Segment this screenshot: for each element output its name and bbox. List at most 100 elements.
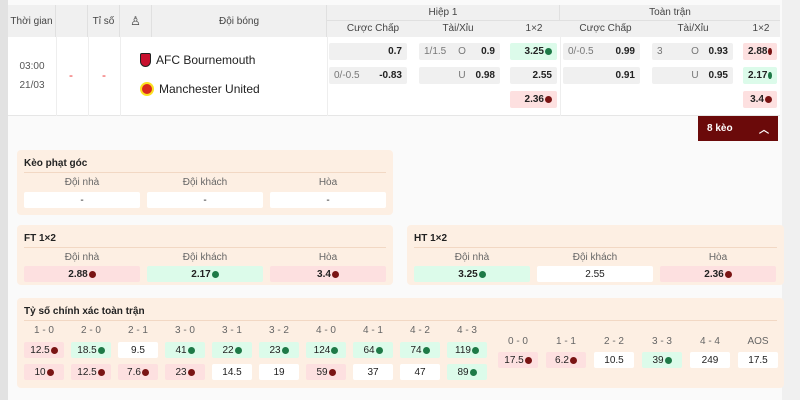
trend-up-icon: [331, 346, 339, 354]
odds-value: 119: [455, 344, 471, 356]
ft_ou-cell[interactable]: U 0.95: [652, 67, 733, 84]
score-odds-cell[interactable]: 23: [259, 342, 299, 358]
trend-down-icon: [768, 48, 772, 55]
h1_ou-cell[interactable]: U 0.98: [419, 67, 500, 84]
score-odds-cell[interactable]: 59: [306, 364, 346, 380]
odds-cell[interactable]: -: [24, 192, 140, 208]
score-odds-cell[interactable]: 23: [165, 364, 205, 380]
odds-cell[interactable]: 2.36: [660, 266, 776, 282]
ft_ou-cell[interactable]: 3 O 0.93: [652, 43, 733, 60]
score-odds-cell[interactable]: 41: [165, 342, 205, 358]
odds-value: 0.9: [481, 46, 495, 57]
score-odds-cell[interactable]: 74: [400, 342, 440, 358]
trend-up-icon: [664, 356, 672, 364]
score-odds-cell[interactable]: 17.5: [498, 352, 538, 368]
odds-value: 12.5: [77, 366, 97, 378]
odds-value: 0.93: [708, 46, 728, 57]
score-label: 1 - 0: [33, 325, 54, 336]
odds-value: -0.83: [379, 70, 402, 81]
odds-value: 89: [457, 366, 469, 378]
trend-down-icon: [545, 96, 552, 103]
score-odds-cell[interactable]: 249: [690, 352, 730, 368]
col-time: Thời gian: [8, 5, 56, 37]
odds-value: 23: [269, 344, 281, 356]
odds-value: 18.5: [77, 344, 97, 356]
odds-cell[interactable]: -: [270, 192, 386, 208]
ft_1x2-cell[interactable]: 2.17: [743, 67, 777, 84]
odds-cell[interactable]: 2.88: [24, 266, 140, 282]
trend-down-icon: [724, 270, 732, 278]
h1_hdp-cell[interactable]: 0.7: [329, 43, 407, 60]
trend-up-icon: [281, 346, 289, 354]
score-odds-cell[interactable]: 19: [259, 364, 299, 380]
score-odds-cell[interactable]: 18.5: [71, 342, 111, 358]
score-label: 2 - 1: [127, 325, 148, 336]
score-odds-cell[interactable]: 9.5: [118, 342, 158, 358]
odds-value: 2.88: [68, 268, 88, 280]
score-odds-cell[interactable]: 89: [447, 364, 487, 380]
trend-up-icon: [545, 48, 552, 55]
odds-value: 3.25: [524, 46, 544, 57]
ft-1x2-header: 1×2: [752, 23, 770, 34]
score-odds-cell[interactable]: 64: [353, 342, 393, 358]
h1_1x2-cell[interactable]: 3.25: [510, 43, 557, 60]
column-label: Hòa: [318, 252, 338, 263]
score-label: 3 - 3: [651, 336, 672, 347]
stadium-icon: ♙: [120, 5, 152, 37]
trend-down-icon: [765, 96, 772, 103]
exact-score-section: Tỷ số chính xác toàn trận 1 - 0 12.5 10 2 - …: [17, 298, 784, 388]
score-odds-cell[interactable]: 12.5: [71, 364, 111, 380]
trend-up-icon: [97, 346, 105, 354]
odds-cell[interactable]: 2.55: [537, 266, 653, 282]
score-label: 4 - 3: [456, 325, 477, 336]
score-odds-cell[interactable]: 22: [212, 342, 252, 358]
h1_ou-cell[interactable]: 1/1.5 O 0.9: [419, 43, 500, 60]
table-header: Thời gian Tỉ số ♙ Đội bóng Hiệp 1 Toàn t…: [8, 5, 780, 37]
trend-up-icon: [469, 368, 477, 376]
ou-line: 1/1.5: [424, 46, 447, 57]
h1_hdp-cell[interactable]: 0/-0.5 -0.83: [329, 67, 407, 84]
ou-side: O: [458, 46, 466, 57]
scrollbar[interactable]: [782, 0, 800, 400]
col-score: Tỉ số: [88, 5, 120, 37]
odds-cell[interactable]: 3.25: [414, 266, 530, 282]
odds-value: 17.5: [504, 354, 524, 366]
h1_1x2-cell[interactable]: 2.55: [510, 67, 557, 84]
score-odds-cell[interactable]: 10: [24, 364, 64, 380]
odds-value: 39: [652, 354, 664, 366]
trend-up-icon: [234, 346, 242, 354]
odds-cell[interactable]: 3.4: [270, 266, 386, 282]
score-odds-cell[interactable]: 17.5: [738, 352, 778, 368]
more-odds-button[interactable]: 8 kèo ︿: [698, 116, 778, 141]
score-odds-cell[interactable]: 37: [353, 364, 393, 380]
score-odds-cell[interactable]: 7.6: [118, 364, 158, 380]
column-label: Đội nhà: [64, 177, 100, 188]
odds-value: -: [203, 194, 207, 206]
ft_hdp-cell[interactable]: 0/-0.5 0.99: [563, 43, 640, 60]
score-odds-cell[interactable]: 12.5: [24, 342, 64, 358]
h1-handicap-header: Cược Chấp: [346, 23, 400, 34]
away-team[interactable]: Manchester United: [140, 82, 260, 96]
home-team[interactable]: AFC Bournemouth: [140, 53, 255, 67]
trend-down-icon: [328, 368, 336, 376]
score-odds-cell[interactable]: 47: [400, 364, 440, 380]
odds-cell[interactable]: 2.17: [147, 266, 263, 282]
ft-score: -: [102, 68, 106, 82]
score-odds-cell[interactable]: 6.2: [546, 352, 586, 368]
trend-up-icon: [375, 346, 383, 354]
score-odds-cell[interactable]: 124: [306, 342, 346, 358]
odds-value: 2.55: [585, 268, 605, 280]
score-odds-cell[interactable]: 10.5: [594, 352, 634, 368]
ft_1x2-cell[interactable]: 3.4: [743, 91, 777, 108]
trend-down-icon: [97, 368, 105, 376]
odds-value: -: [326, 194, 330, 206]
section-title: Tỷ số chính xác toàn trận: [24, 306, 145, 317]
score-odds-cell[interactable]: 119: [447, 342, 487, 358]
odds-cell[interactable]: -: [147, 192, 263, 208]
h1_1x2-cell[interactable]: 2.36: [510, 91, 557, 108]
score-odds-cell[interactable]: 14.5: [212, 364, 252, 380]
ft_hdp-cell[interactable]: 0.91: [563, 67, 640, 84]
score-odds-cell[interactable]: 39: [642, 352, 682, 368]
trend-down-icon: [50, 346, 58, 354]
ft_1x2-cell[interactable]: 2.88: [743, 43, 777, 60]
